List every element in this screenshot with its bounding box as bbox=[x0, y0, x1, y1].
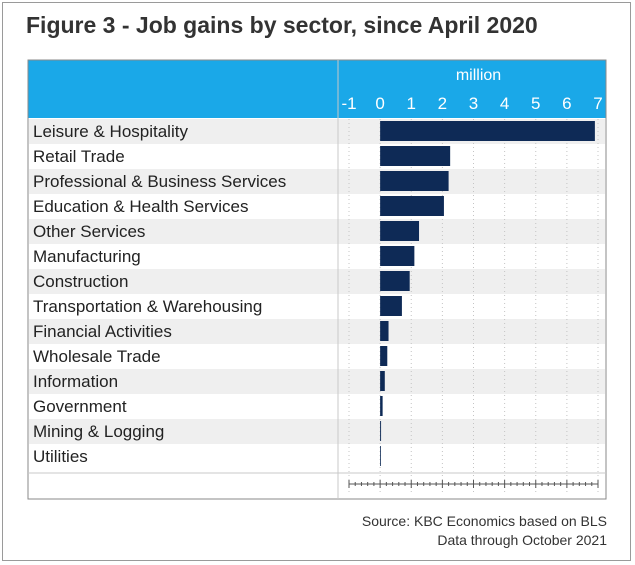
x-tick-label: 1 bbox=[407, 94, 416, 113]
row-background bbox=[29, 169, 605, 194]
bar bbox=[380, 421, 382, 441]
row-background bbox=[29, 219, 605, 244]
category-label: Wholesale Trade bbox=[33, 347, 161, 366]
header-band bbox=[28, 60, 606, 118]
bar bbox=[380, 271, 410, 291]
category-label: Information bbox=[33, 372, 118, 391]
category-label: Utilities bbox=[33, 447, 88, 466]
x-tick-label: 3 bbox=[469, 94, 478, 113]
data-through-line: Data through October 2021 bbox=[437, 532, 607, 548]
x-tick-label: 7 bbox=[593, 94, 602, 113]
x-tick-label: 5 bbox=[531, 94, 540, 113]
unit-label: million bbox=[456, 67, 501, 84]
x-tick-label: 4 bbox=[500, 94, 509, 113]
table-border bbox=[27, 59, 607, 500]
source-line: Source: KBC Economics based on BLS bbox=[361, 513, 607, 529]
row-background bbox=[29, 319, 605, 344]
bar bbox=[380, 246, 415, 266]
row-background bbox=[29, 269, 605, 294]
source-note: Source: KBC Economics based on BLS Data … bbox=[362, 512, 607, 550]
bar bbox=[380, 446, 381, 466]
category-label: Education & Health Services bbox=[33, 197, 248, 216]
bar bbox=[380, 296, 402, 316]
category-label: Professional & Business Services bbox=[33, 172, 286, 191]
figure-title: Figure 3 - Job gains by sector, since Ap… bbox=[26, 12, 538, 38]
bar bbox=[380, 321, 389, 341]
row-background bbox=[29, 419, 605, 444]
x-tick-label: 6 bbox=[562, 94, 571, 113]
category-label: Transportation & Warehousing bbox=[33, 297, 262, 316]
bar bbox=[380, 221, 420, 241]
category-label: Government bbox=[33, 397, 127, 416]
bar bbox=[380, 121, 595, 141]
bar bbox=[380, 146, 451, 166]
x-tick-label: 2 bbox=[438, 94, 447, 113]
category-label: Construction bbox=[33, 272, 128, 291]
category-label: Financial Activities bbox=[33, 322, 172, 341]
category-label: Leisure & Hospitality bbox=[33, 122, 188, 141]
category-label: Mining & Logging bbox=[33, 422, 164, 441]
bar bbox=[380, 196, 444, 216]
bar bbox=[380, 396, 383, 416]
bar bbox=[380, 346, 388, 366]
category-label: Manufacturing bbox=[33, 247, 141, 266]
bar bbox=[380, 171, 449, 191]
bar bbox=[380, 371, 385, 391]
row-background bbox=[29, 369, 605, 394]
category-label: Retail Trade bbox=[33, 147, 125, 166]
category-label: Other Services bbox=[33, 222, 145, 241]
x-tick-label: 0 bbox=[375, 94, 384, 113]
x-tick-label: -1 bbox=[341, 94, 356, 113]
